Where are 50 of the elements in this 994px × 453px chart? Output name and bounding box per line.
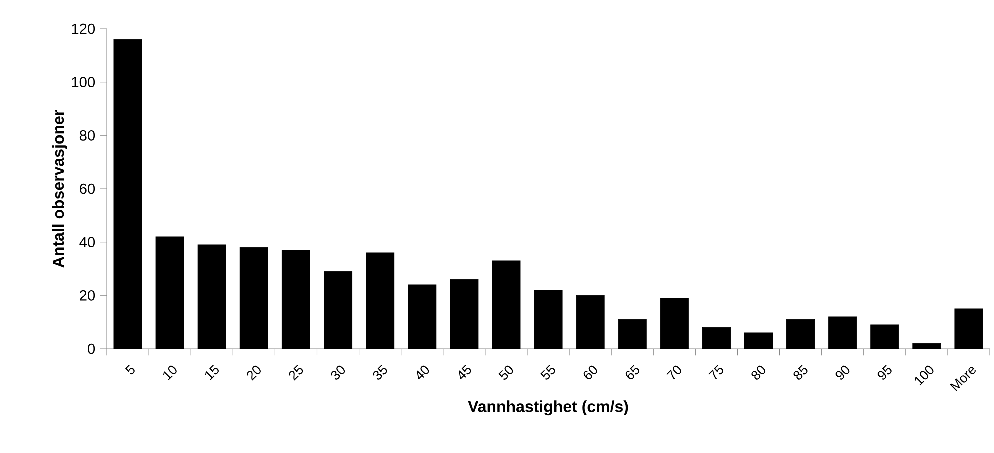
bar [660,298,689,350]
bar [156,236,184,350]
x-tick-label: 60 [584,366,598,380]
x-tick-label: 95 [878,365,892,380]
x-tick-label: 40 [417,366,430,380]
y-tick-label: 20 [80,290,96,301]
bar [576,295,605,350]
y-tick-label: 80 [80,130,96,141]
bar [828,316,858,350]
x-tick-label: 5 [125,364,135,375]
x-tick-label: 70 [666,366,682,380]
y-tick-label: 120 [72,24,96,34]
x-tick-label: 30 [331,366,346,380]
y-tick-label: 0 [88,344,96,354]
x-tick-label: 35 [373,365,388,380]
bar [408,284,437,350]
x-tick-label: 25 [289,365,304,381]
x-tick-label: 20 [247,366,261,381]
bar [450,279,479,350]
bar [912,343,942,350]
y-tick-label: 40 [80,237,96,248]
bar [786,319,816,350]
bar [954,308,984,350]
x-tick-label: 100 [915,366,934,386]
x-tick-label: 65 [626,365,640,380]
bar [114,39,142,350]
bar [492,260,521,350]
bar [366,252,395,350]
bar [702,327,731,350]
x-tick-label: 55 [540,364,556,380]
bar [870,324,900,350]
bar [744,332,774,350]
x-tick-label: 50 [498,366,514,380]
x-tick-label: 10 [164,366,177,381]
bar [324,271,353,350]
bar [198,244,226,350]
x-tick-label: 75 [708,364,724,380]
bar [240,247,268,350]
y-tick-label: 100 [72,77,96,88]
x-tick-label: 15 [205,364,219,380]
x-tick-label: 90 [836,366,850,380]
x-tick-label: 45 [459,364,472,380]
x-axis-title: Vannhastighet (cm/s) [468,400,628,416]
y-axis-title: Antall observasjoner [52,110,68,268]
bar [618,319,647,350]
bar [534,290,563,350]
x-tick-label: 80 [752,366,766,380]
y-tick-label: 60 [80,184,96,194]
x-tick-label: 85 [794,365,808,380]
bar [282,250,310,350]
